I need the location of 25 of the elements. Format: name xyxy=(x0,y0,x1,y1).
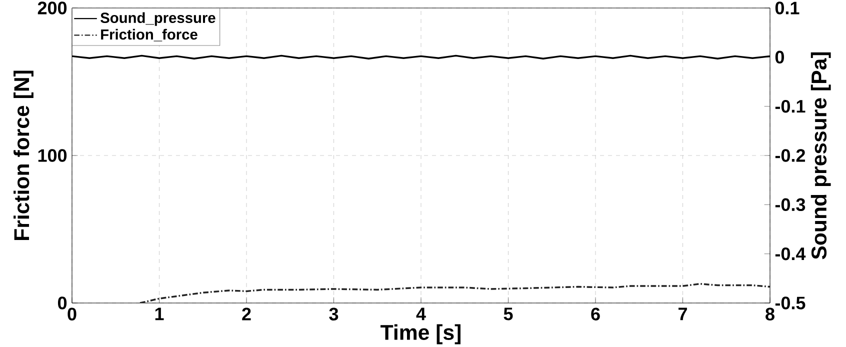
x-tick-label: 4 xyxy=(416,308,426,320)
x-tick-label: 1 xyxy=(155,308,164,320)
y2-tick-label: -0.2 xyxy=(775,149,806,162)
x-tick-label: 6 xyxy=(591,308,600,320)
y2-tick-label: -0.5 xyxy=(775,296,806,310)
x-tick-label: 8 xyxy=(766,308,774,320)
x-tick-label: 0 xyxy=(68,308,76,320)
x-tick-label: 5 xyxy=(504,308,513,320)
y2-tick-label: -0.4 xyxy=(775,247,806,260)
y-tick-label: 100 xyxy=(38,149,67,162)
x-tick-label: 3 xyxy=(329,308,338,320)
y2-tick-label: 0.1 xyxy=(775,2,800,14)
y-axis-title: Friction force [N] xyxy=(14,70,34,240)
y2-tick-label: -0.3 xyxy=(775,198,806,212)
y2-tick-label: -0.1 xyxy=(775,100,806,113)
y2-tick-label: 0 xyxy=(775,50,784,64)
y2-axis-title: Sound pressure [Pa] xyxy=(810,52,831,260)
legend-label: Sound_pressure xyxy=(100,12,216,26)
x-tick-label: 2 xyxy=(242,308,251,320)
y-tick-label: 0 xyxy=(58,296,67,310)
line-series xyxy=(139,282,770,303)
x-axis-title: Time [s] xyxy=(380,324,460,344)
x-tick-label: 7 xyxy=(678,308,687,320)
y-tick-label: 200 xyxy=(38,2,67,14)
legend-label: Friction_force xyxy=(101,28,198,42)
